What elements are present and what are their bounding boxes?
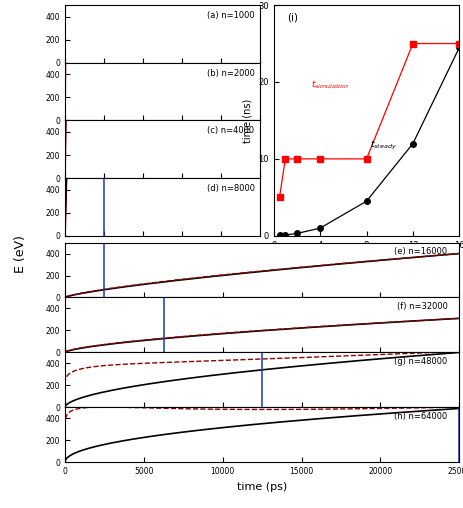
Text: (i): (i): [286, 12, 297, 22]
Text: (b) n=2000: (b) n=2000: [206, 69, 254, 78]
X-axis label: time (ps): time (ps): [237, 482, 287, 492]
Text: (g) n=48000: (g) n=48000: [394, 357, 447, 366]
Text: $t_{simulation}$: $t_{simulation}$: [310, 79, 348, 91]
Text: (e) n=16000: (e) n=16000: [394, 247, 447, 256]
Y-axis label: time (ns): time (ns): [242, 99, 252, 143]
Text: (a) n=1000: (a) n=1000: [206, 11, 254, 20]
Text: (c) n=4000: (c) n=4000: [207, 126, 254, 135]
Text: (d) n=8000: (d) n=8000: [206, 184, 254, 193]
X-axis label: length (μm): length (μm): [337, 255, 394, 265]
Text: $t_{steady}$: $t_{steady}$: [369, 139, 396, 152]
Text: (h) n=64000: (h) n=64000: [394, 412, 447, 421]
Text: (f) n=32000: (f) n=32000: [396, 302, 447, 311]
Text: E (eV): E (eV): [14, 235, 27, 273]
